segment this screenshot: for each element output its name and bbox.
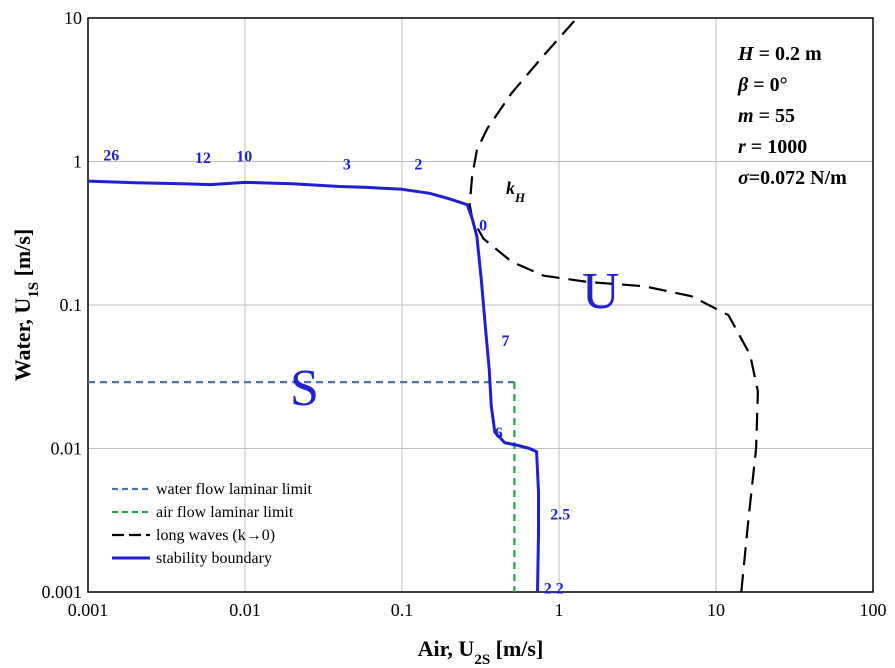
x-tick-label: 0.1 [391,600,414,620]
point-label: 2.2 [544,580,564,597]
point-label: 10 [236,149,252,166]
y-tick-label: 10 [64,8,82,28]
point-label: 2 [414,156,422,173]
y-tick-label: 0.1 [60,295,83,315]
parameter-box: H = 0.2 m β = 0° m = 55 r = 1000 σ=0.072 N/m [737,43,847,189]
region-labels: S U [290,263,620,417]
point-label: 12 [195,150,211,167]
legend-entry: air flow laminar limit [156,504,294,521]
unstable-region-label: U [582,263,620,320]
parameter-line: σ=0.072 N/m [738,167,847,189]
point-label: 0 [479,218,487,235]
point-label: 7 [501,333,509,350]
kh-text: kH [506,178,526,205]
stability-boundary-line [87,179,540,593]
parameter-line: H = 0.2 m [737,43,822,65]
y-tick-label: 0.001 [42,582,83,602]
parameter-line: β = 0° [737,74,788,96]
kh-label: kH [506,178,526,205]
x-tick-label: 100 [860,600,887,620]
point-label: 26 [103,147,119,164]
x-tick-label: 1 [555,600,564,620]
data-series [87,17,760,593]
legend-entry: stability boundary [156,550,272,567]
x-axis-label: Air, U2S [m/s] [418,636,544,668]
legend-entry: long waves (k→0) [156,527,275,544]
point-label: 3 [343,156,351,173]
x-tick-label: 10 [707,600,725,620]
legend-entry: water flow laminar limit [156,481,313,498]
axis-labels: Air, U2S [m/s] Water, U1S [m/s] [10,229,543,668]
y-tick-label: 1 [73,152,82,172]
x-tick-label: 0.001 [68,600,109,620]
point-label: 6 [495,425,503,442]
parameter-line: r = 1000 [738,136,807,158]
y-tick-label: 0.01 [51,439,83,459]
parameter-line: m = 55 [738,105,795,127]
plot-frame [87,17,874,593]
long-waves-k-0-line [468,17,760,593]
stable-region-label: S [290,360,319,417]
legend: water flow laminar limit air flow laminar… [112,481,313,567]
point-labels: 26 12 10 3 2 0 7 6 2.5 2.2 [103,147,570,597]
point-label: 2.5 [550,507,570,524]
y-axis-label: Water, U1S [m/s] [10,229,42,382]
x-tick-label: 0.01 [229,600,261,620]
